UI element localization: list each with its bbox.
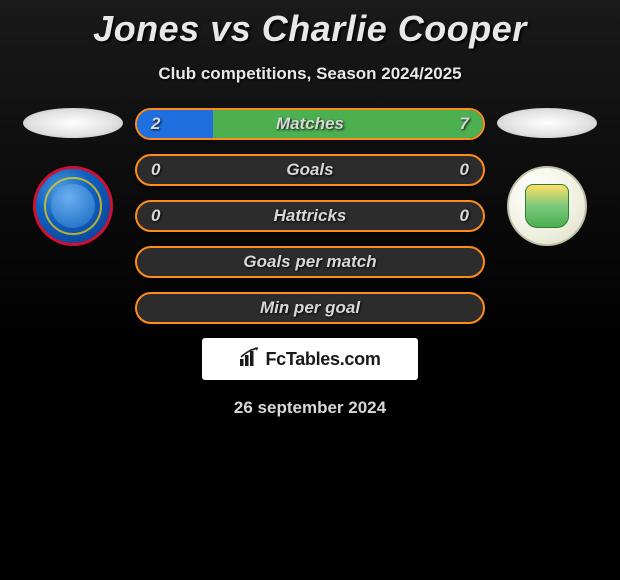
player-silhouette-right bbox=[497, 108, 597, 138]
club-crest-right bbox=[507, 166, 587, 246]
stat-row: 0 Hattricks 0 bbox=[135, 200, 485, 232]
branding-label: FcTables.com bbox=[265, 349, 380, 370]
stat-row: 0 Goals 0 bbox=[135, 154, 485, 186]
stat-label: Goals bbox=[286, 160, 333, 180]
stat-row: 2 Matches 7 bbox=[135, 108, 485, 140]
stat-label: Min per goal bbox=[260, 298, 360, 318]
right-side bbox=[497, 108, 597, 246]
page-title: Jones vs Charlie Cooper bbox=[0, 8, 620, 50]
stat-row: Goals per match bbox=[135, 246, 485, 278]
player-silhouette-left bbox=[23, 108, 123, 138]
stat-label: Hattricks bbox=[274, 206, 347, 226]
stat-value-left: 2 bbox=[137, 110, 174, 138]
crest-inner-left bbox=[51, 184, 95, 228]
comparison-card: Jones vs Charlie Cooper Club competition… bbox=[0, 0, 620, 418]
branding-badge[interactable]: FcTables.com bbox=[202, 338, 418, 380]
stat-row: Min per goal bbox=[135, 292, 485, 324]
stat-bar-right bbox=[213, 110, 483, 138]
stat-value-right: 0 bbox=[446, 156, 483, 184]
date-label: 26 september 2024 bbox=[0, 398, 620, 418]
left-side bbox=[23, 108, 123, 246]
main-row: 2 Matches 7 0 Goals 0 0 Hattricks 0 Goals per mat… bbox=[0, 108, 620, 324]
crest-inner-right bbox=[525, 184, 569, 228]
stat-label: Matches bbox=[276, 114, 344, 134]
stats-column: 2 Matches 7 0 Goals 0 0 Hattricks 0 Goals per mat… bbox=[135, 108, 485, 324]
subtitle: Club competitions, Season 2024/2025 bbox=[0, 64, 620, 84]
stat-value-left: 0 bbox=[137, 156, 174, 184]
club-crest-left bbox=[33, 166, 113, 246]
bar-chart-icon bbox=[239, 347, 261, 372]
stat-value-left: 0 bbox=[137, 202, 174, 230]
stat-value-right: 7 bbox=[446, 110, 483, 138]
stat-value-right: 0 bbox=[446, 202, 483, 230]
stat-label: Goals per match bbox=[243, 252, 376, 272]
